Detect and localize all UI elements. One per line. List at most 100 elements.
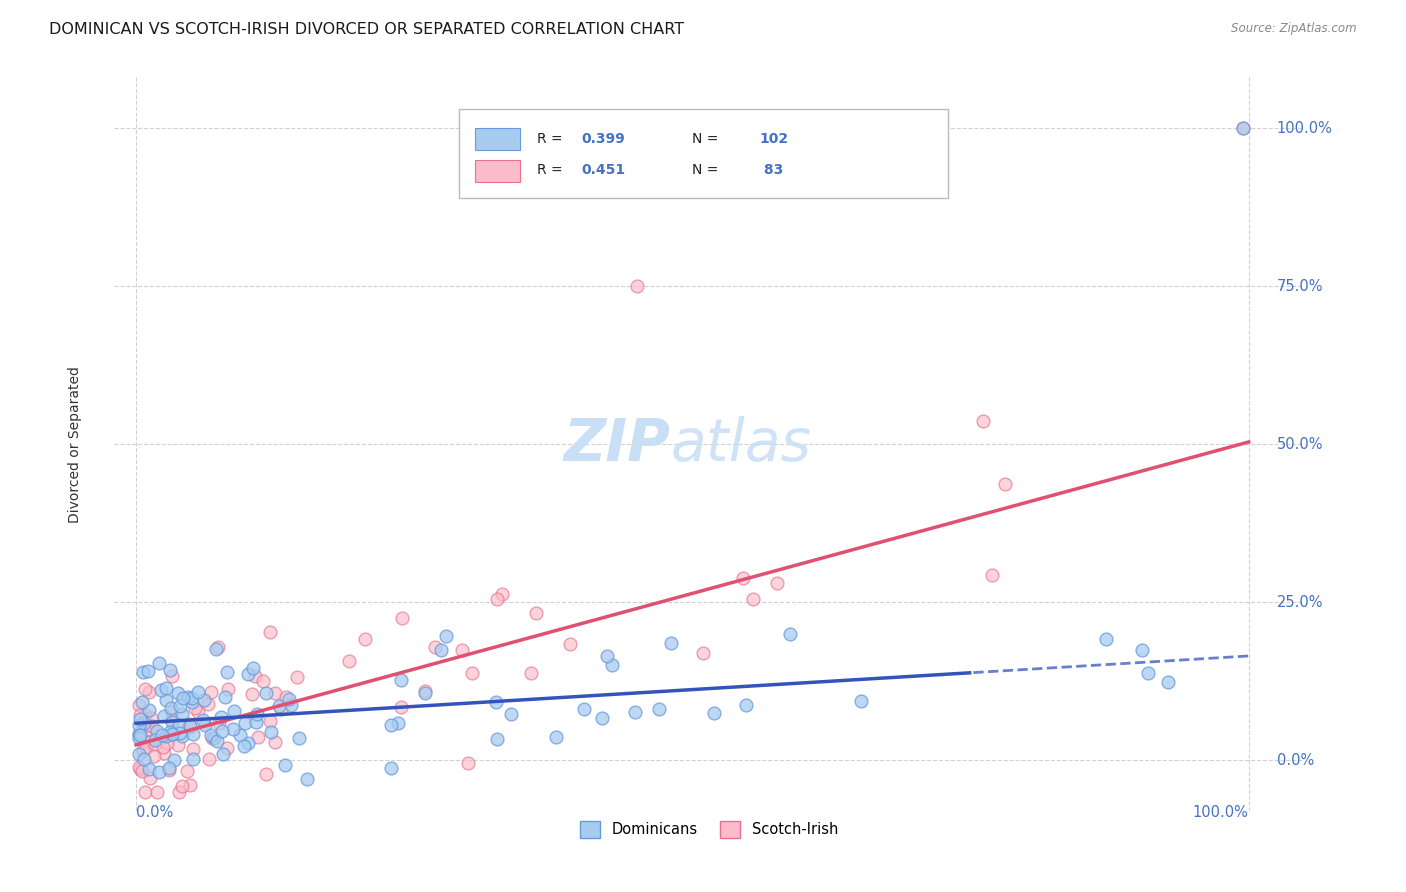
Point — [558, 637, 581, 651]
Point — [591, 711, 613, 725]
Point — [138, 685, 160, 699]
Point — [177, 690, 200, 704]
Point — [141, 719, 163, 733]
Point — [142, 749, 165, 764]
Point — [209, 710, 232, 724]
Point — [212, 747, 235, 761]
Point — [354, 632, 377, 647]
Point — [138, 762, 160, 776]
Text: 25.0%: 25.0% — [1277, 595, 1323, 610]
Point — [128, 698, 150, 712]
Text: R =: R = — [537, 163, 567, 178]
Point — [128, 718, 150, 732]
Point — [287, 731, 309, 746]
Point — [155, 681, 177, 695]
Point — [194, 717, 217, 731]
Text: 100.0%: 100.0% — [1192, 805, 1249, 820]
Point — [274, 757, 297, 772]
Text: 0.451: 0.451 — [581, 163, 626, 178]
Point — [485, 695, 508, 709]
Point — [187, 705, 209, 719]
Text: N =: N = — [692, 132, 723, 145]
Point — [200, 685, 222, 699]
Point — [155, 729, 177, 743]
Point — [624, 706, 647, 720]
Point — [205, 734, 228, 748]
Point — [145, 733, 167, 747]
Point — [129, 763, 152, 777]
Point — [735, 698, 758, 713]
Text: ZIP: ZIP — [564, 416, 671, 473]
Point — [247, 731, 270, 745]
Point — [267, 699, 290, 714]
Point — [1130, 642, 1153, 657]
Point — [391, 611, 413, 625]
Point — [132, 665, 155, 680]
Point — [207, 640, 229, 654]
Point — [132, 743, 155, 757]
Point — [170, 779, 193, 793]
Point — [136, 723, 159, 737]
Point — [252, 673, 274, 688]
Point — [229, 728, 252, 742]
Point — [703, 706, 725, 720]
Point — [166, 738, 188, 752]
Point — [153, 708, 176, 723]
Point — [169, 726, 191, 740]
Point — [277, 691, 299, 706]
Point — [163, 753, 186, 767]
Point — [243, 669, 266, 683]
Point — [128, 747, 150, 761]
Point — [387, 715, 409, 730]
Bar — [475, 128, 520, 150]
Point — [254, 686, 277, 700]
Point — [572, 702, 595, 716]
Point — [413, 684, 436, 698]
Text: atlas: atlas — [671, 416, 811, 473]
Point — [274, 690, 297, 705]
Point — [434, 629, 457, 643]
Point — [131, 764, 153, 779]
Point — [245, 714, 267, 729]
Point — [486, 732, 509, 747]
Point — [134, 708, 156, 723]
Point — [148, 656, 170, 670]
Point — [146, 723, 169, 738]
Point — [193, 693, 215, 707]
Point — [181, 727, 204, 741]
Point — [187, 684, 209, 698]
Point — [128, 760, 150, 774]
Point — [259, 624, 281, 639]
Point — [1095, 632, 1118, 646]
Point — [295, 772, 318, 787]
Point — [159, 663, 181, 677]
Point — [236, 666, 259, 681]
Text: N =: N = — [692, 163, 723, 178]
Point — [179, 716, 201, 731]
Point — [160, 726, 183, 740]
Text: 83: 83 — [759, 163, 783, 178]
Point — [217, 682, 239, 697]
Point — [138, 702, 160, 716]
Point — [211, 723, 233, 738]
Point — [626, 279, 648, 293]
Point — [214, 690, 236, 704]
Point — [380, 760, 402, 774]
Point — [169, 698, 191, 713]
Point — [254, 767, 277, 781]
Point — [981, 567, 1004, 582]
Point — [204, 641, 226, 656]
Point — [240, 687, 263, 701]
Text: R =: R = — [537, 132, 567, 145]
Point — [172, 706, 194, 721]
Point — [270, 702, 292, 716]
Point — [160, 715, 183, 730]
Point — [200, 728, 222, 742]
Point — [233, 739, 256, 753]
Point — [156, 736, 179, 750]
Point — [224, 704, 246, 718]
Point — [380, 718, 402, 732]
Point — [181, 742, 204, 756]
Point — [172, 691, 194, 706]
Point — [217, 740, 239, 755]
